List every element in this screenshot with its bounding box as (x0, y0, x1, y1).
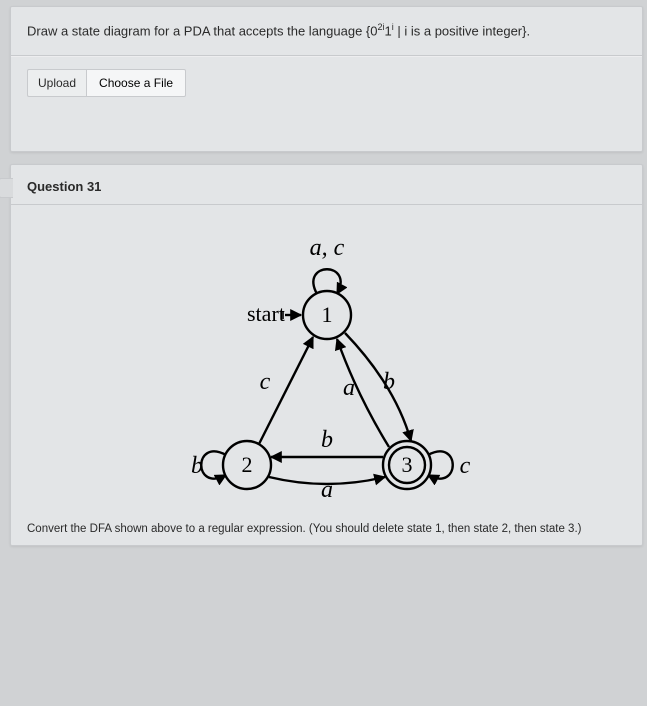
svg-text:3: 3 (401, 452, 412, 477)
bookmark-icon[interactable] (0, 178, 13, 198)
question-card-31: Question 31 startcabbaa, cbc123 Convert … (10, 164, 643, 546)
svg-text:1: 1 (321, 302, 332, 327)
prompt-sup1: 2i (378, 22, 385, 32)
divider (11, 55, 642, 57)
choose-file-button[interactable]: Choose a File (86, 69, 186, 97)
svg-text:start: start (247, 301, 285, 326)
svg-text:c: c (459, 453, 470, 479)
svg-text:a: a (343, 375, 355, 401)
prompt-suffix: | i is a positive integer}. (394, 23, 530, 38)
svg-text:b: b (191, 453, 203, 479)
question-instruction: Convert the DFA shown above to a regular… (11, 519, 642, 545)
question-prompt: Draw a state diagram for a PDA that acce… (27, 21, 626, 41)
svg-text:b: b (383, 369, 395, 395)
dfa-diagram: startcabbaa, cbc123 (11, 205, 642, 519)
upload-label: Upload (27, 69, 86, 97)
prompt-mid: 1 (385, 23, 392, 38)
svg-text:a: a (321, 477, 333, 503)
question-header: Question 31 (11, 165, 642, 205)
svg-text:2: 2 (241, 452, 252, 477)
question-card-prev: Draw a state diagram for a PDA that acce… (10, 6, 643, 152)
svg-text:b: b (321, 427, 333, 453)
dfa-svg: startcabbaa, cbc123 (127, 225, 527, 515)
prompt-text: Draw a state diagram for a PDA that acce… (27, 23, 378, 38)
svg-text:c: c (259, 369, 270, 395)
svg-text:a, c: a, c (309, 235, 344, 261)
upload-row: Upload Choose a File (27, 69, 626, 97)
